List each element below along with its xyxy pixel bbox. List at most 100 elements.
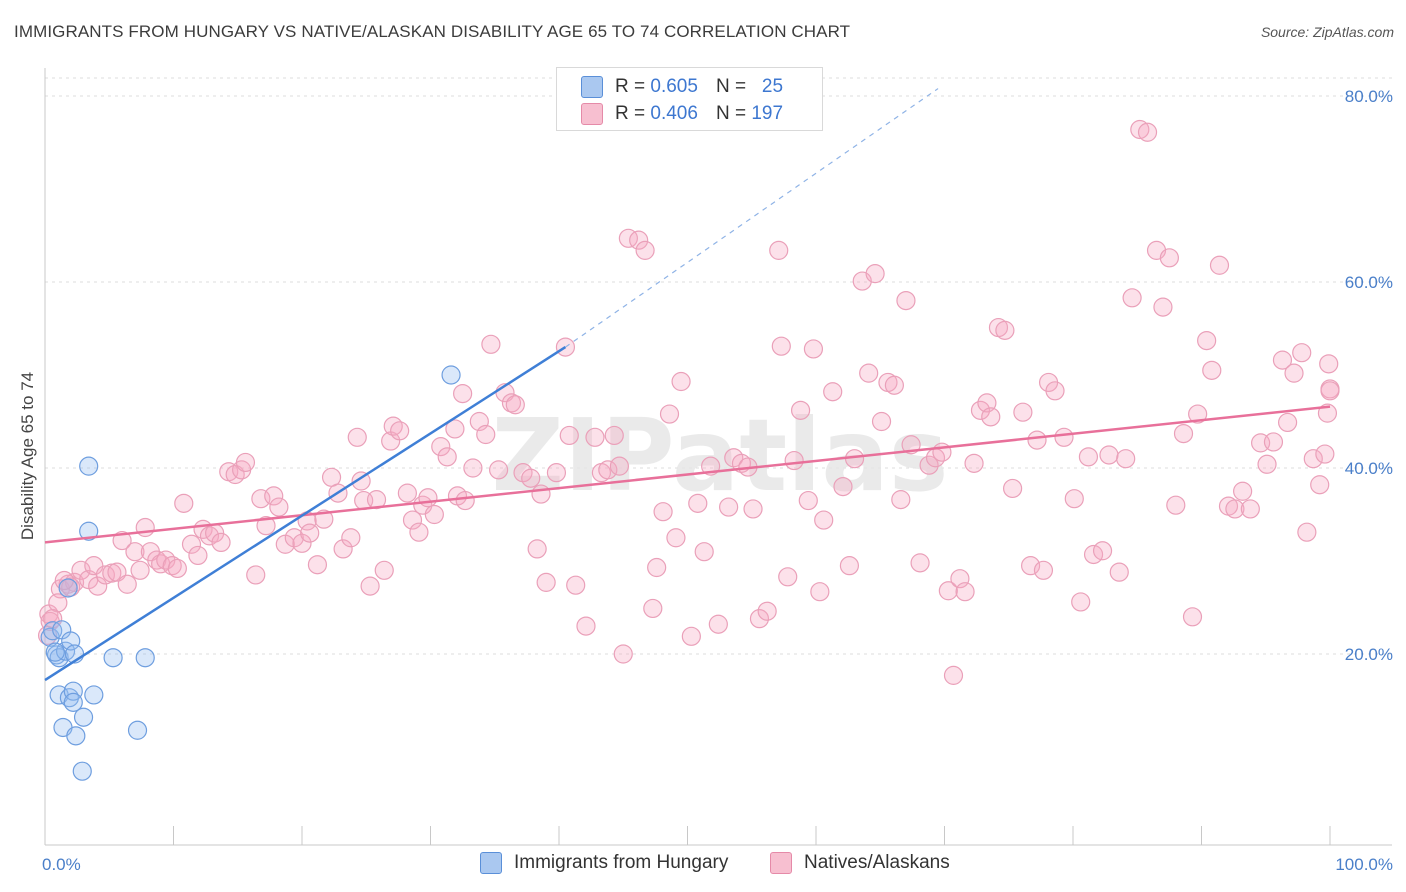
native-point (1092, 541, 1113, 561)
native-point (246, 565, 266, 585)
native-point (292, 533, 312, 553)
native-point (995, 320, 1015, 340)
hungary-point (63, 681, 83, 701)
native-point (505, 395, 525, 415)
native-point (264, 486, 284, 506)
native-point (1013, 402, 1033, 422)
native-point (521, 468, 541, 488)
native-point (431, 437, 451, 457)
legend-label: Immigrants from Hungary (514, 852, 729, 873)
native-point (629, 230, 649, 250)
native-point (609, 456, 629, 476)
native-point (1272, 350, 1293, 370)
native-point (576, 616, 596, 636)
native-point (790, 400, 811, 420)
native-point (896, 291, 916, 311)
native-point (1284, 363, 1304, 383)
native-point (635, 240, 655, 260)
native-point (743, 499, 763, 519)
native-point (671, 371, 691, 392)
native-point (1320, 381, 1340, 401)
native-point (117, 574, 137, 594)
legend-item-hungary[interactable]: Immigrants from Hungary (480, 852, 728, 874)
native-point (135, 517, 155, 538)
native-point (167, 558, 187, 579)
native-point (235, 452, 256, 473)
native-point (112, 530, 132, 551)
legend-item-natives[interactable]: Natives/Alaskans (770, 852, 950, 874)
axes (44, 68, 1392, 846)
series-legend: Immigrants from Hungary Natives/Alaskans (0, 850, 1406, 880)
native-point (453, 384, 473, 404)
native-point (970, 400, 991, 420)
r-label: R = (615, 76, 646, 97)
native-point (784, 450, 804, 471)
native-point (463, 458, 483, 478)
native-point (643, 598, 663, 619)
native-point (598, 460, 618, 480)
native-point (749, 609, 770, 629)
native-point (351, 471, 371, 491)
native-point (943, 665, 964, 685)
native-point (719, 497, 739, 517)
native-point (481, 334, 501, 354)
native-point (437, 447, 457, 467)
native-point (757, 601, 777, 621)
native-point (653, 502, 673, 522)
hungary-point (79, 521, 99, 541)
native-point (771, 336, 791, 356)
native-point (1137, 122, 1158, 142)
native-point (1099, 445, 1119, 465)
native-point (162, 556, 182, 576)
trend-lines (44, 88, 1331, 682)
natives-alaskans-points (37, 119, 1340, 685)
native-point (694, 542, 714, 562)
native-point (1319, 354, 1339, 374)
native-point (1297, 522, 1317, 542)
native-point (910, 553, 930, 573)
hungary-point (103, 648, 123, 668)
native-point (823, 382, 843, 402)
native-point (1109, 562, 1129, 582)
native-point (1166, 495, 1186, 515)
native-point (390, 421, 410, 441)
hungary-point (45, 642, 65, 662)
native-point (803, 339, 824, 359)
hungary-legend-swatch (480, 852, 502, 874)
native-point (681, 626, 701, 646)
native-point (1292, 343, 1312, 363)
native-point (585, 427, 605, 447)
y-tick-label: 60.0% (1345, 273, 1393, 292)
x-tick-label: 100.0% (1335, 855, 1393, 874)
native-point (300, 523, 320, 543)
native-point (871, 411, 892, 432)
native-point (1153, 297, 1173, 317)
hungary-point (84, 685, 104, 705)
native-point (659, 404, 680, 424)
native-point (613, 644, 633, 664)
native-point (769, 240, 789, 260)
native-point (1197, 330, 1217, 351)
native-point (1054, 427, 1074, 447)
native-point (1209, 255, 1230, 275)
hungary-point (135, 648, 155, 668)
native-point (347, 427, 367, 447)
native-point (814, 510, 834, 530)
native-point (1240, 499, 1260, 519)
native-point (1078, 447, 1099, 467)
native-point (130, 560, 150, 580)
natives-trend-line (44, 405, 1331, 544)
native-point (211, 532, 231, 553)
y-tick-label: 80.0% (1345, 87, 1393, 106)
native-point (256, 516, 276, 536)
hungary-points (40, 365, 461, 781)
native-point (1257, 454, 1277, 474)
native-point (455, 490, 475, 511)
y-tick-label: 40.0% (1345, 459, 1393, 478)
native-point (536, 572, 556, 592)
y-axis-label: Disability Age 65 to 74 (18, 372, 37, 540)
native-point (778, 567, 798, 587)
stats-row-hungary: R = 0.605 N = 25 (581, 73, 783, 101)
native-point (489, 460, 509, 480)
